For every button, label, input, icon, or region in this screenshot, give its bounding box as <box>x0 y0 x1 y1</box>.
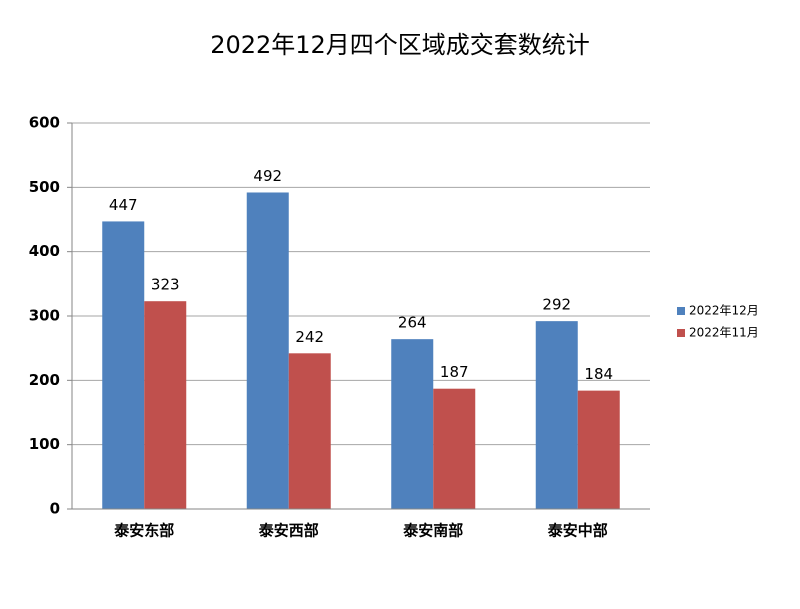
y-tick-label: 300 <box>29 307 60 325</box>
x-tick-label: 泰安南部 <box>402 522 463 540</box>
bar <box>288 353 331 509</box>
chart-title: 2022年12月四个区域成交套数统计 <box>210 31 590 59</box>
y-tick-label: 400 <box>29 242 60 260</box>
bar <box>144 301 187 509</box>
y-tick-label: 0 <box>50 500 60 518</box>
x-tick-label: 泰安东部 <box>113 522 174 540</box>
y-tick-label: 600 <box>29 114 60 132</box>
bar <box>246 192 289 510</box>
legend-label: 2022年11月 <box>689 326 759 340</box>
value-label: 242 <box>295 328 324 346</box>
bar <box>433 388 476 509</box>
legend-label: 2022年12月 <box>689 304 759 318</box>
y-tick-label: 500 <box>29 178 60 196</box>
y-tick-label: 100 <box>29 435 60 453</box>
x-tick-label: 泰安中部 <box>547 522 608 540</box>
bar <box>391 339 434 509</box>
legend-swatch <box>677 307 685 315</box>
value-label: 447 <box>109 196 138 214</box>
x-tick-label: 泰安西部 <box>258 522 319 540</box>
value-label: 292 <box>542 296 571 314</box>
legend-swatch <box>677 329 685 337</box>
bar <box>535 321 578 509</box>
value-label: 323 <box>151 276 180 294</box>
value-label: 187 <box>440 363 469 381</box>
value-label: 264 <box>398 314 427 332</box>
value-label: 184 <box>584 365 613 383</box>
bar <box>577 390 620 509</box>
y-tick-label: 200 <box>29 371 60 389</box>
value-label: 492 <box>253 167 282 185</box>
bar <box>102 221 145 509</box>
